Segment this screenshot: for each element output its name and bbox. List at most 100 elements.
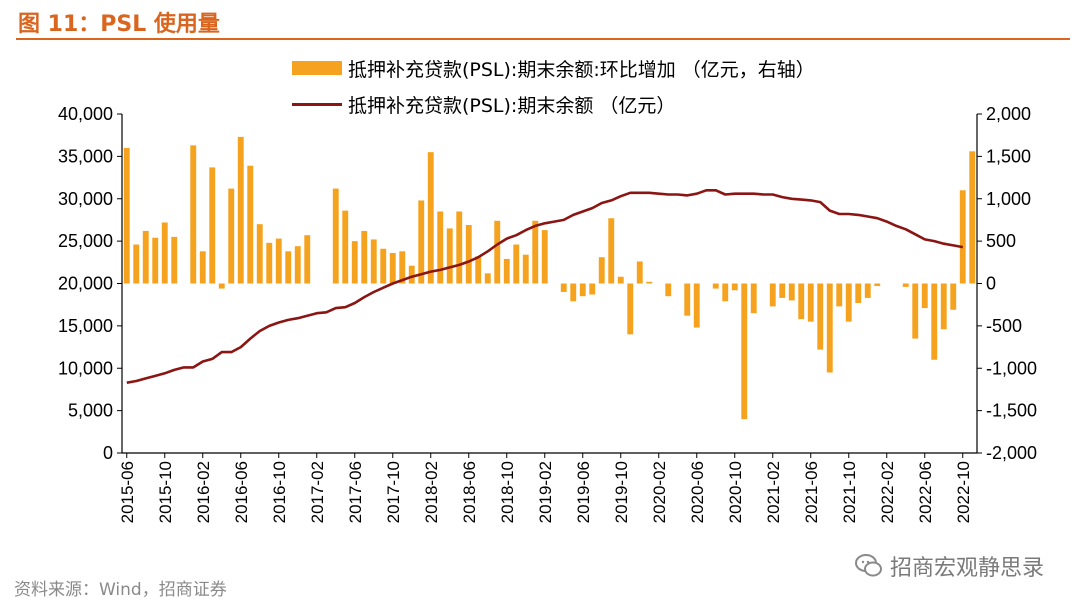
line-series [126, 189, 964, 384]
left-tick-label: 0 [103, 443, 113, 463]
x-tick-label: 2022-06 [916, 461, 935, 523]
bar [332, 188, 339, 284]
bar [133, 244, 140, 284]
bar [579, 283, 586, 297]
legend-label-bar: 抵押补充贷款(PSL):期末余额:环比增加 （亿元，右轴） [348, 58, 815, 81]
x-tick-label: 2016-10 [270, 461, 289, 523]
bar [351, 241, 358, 284]
bar [427, 152, 434, 284]
bar [769, 283, 776, 307]
bar [560, 283, 567, 292]
left-tick-label: 40,000 [58, 104, 113, 124]
left-tick-label: 35,000 [58, 146, 113, 166]
bar [940, 283, 947, 330]
bar [608, 218, 615, 284]
legend-swatch-line [292, 102, 342, 106]
bar [779, 283, 786, 298]
bar [199, 251, 206, 284]
bar [522, 254, 529, 284]
bar [836, 283, 843, 307]
legend-item-line: 抵押补充贷款(PSL):期末余额 （亿元） [292, 86, 815, 122]
right-tick-label: -500 [986, 316, 1022, 336]
x-tick-label: 2021-06 [802, 461, 821, 523]
x-tick-label: 2018-02 [422, 461, 441, 523]
right-tick-label: 1,000 [986, 189, 1031, 209]
axis-labels: 0 5,000 10,000 15,000 20,000 25,000 30,000 35,0… [58, 104, 1037, 523]
bar [665, 283, 672, 297]
bar [266, 242, 273, 284]
x-tick-label: 2019-06 [574, 461, 593, 523]
wechat-icon [854, 554, 882, 577]
bar [959, 190, 966, 284]
legend-item-bar: 抵押补充贷款(PSL):期末余额:环比增加 （亿元，右轴） [292, 50, 815, 86]
x-tick-label: 2019-02 [536, 461, 555, 523]
x-tick-label: 2016-06 [232, 461, 251, 523]
bar [285, 251, 292, 284]
bar [370, 239, 377, 284]
bar [237, 136, 244, 284]
bar [161, 222, 168, 284]
bar [532, 220, 539, 284]
bar [247, 165, 254, 284]
right-tick-label: 2,000 [986, 104, 1031, 124]
bar [342, 210, 349, 284]
bar [190, 145, 197, 284]
bar [598, 257, 605, 284]
x-tick-label: 2015-06 [118, 461, 137, 523]
bar [798, 283, 805, 320]
bar [494, 220, 501, 284]
bar [684, 283, 691, 316]
bar [446, 228, 453, 284]
left-tick-label: 10,000 [58, 358, 113, 378]
bar [209, 167, 216, 284]
balance-line [126, 189, 964, 384]
x-tick-label: 2020-02 [650, 461, 669, 523]
bar [513, 244, 520, 284]
bar [807, 283, 814, 322]
bar [712, 283, 719, 289]
right-tick-label: -2,000 [986, 443, 1037, 463]
bar [617, 276, 624, 284]
bar [304, 235, 311, 284]
bar [399, 251, 406, 284]
bar [256, 224, 263, 284]
bar [731, 283, 738, 291]
right-tick-label: -1,500 [986, 401, 1037, 421]
right-tick-label: 0 [986, 274, 996, 294]
bar [570, 283, 577, 302]
x-tick-label: 2021-02 [764, 461, 783, 523]
bar [228, 188, 235, 284]
bar [218, 283, 225, 289]
x-tick-label: 2017-06 [346, 461, 365, 523]
bar [541, 230, 548, 284]
x-tick-label: 2021-10 [840, 461, 859, 523]
bar [902, 283, 909, 287]
x-tick-label: 2018-10 [498, 461, 517, 523]
bar [950, 283, 957, 310]
bar [123, 147, 130, 284]
bar [171, 236, 178, 284]
figure-title: 图 11：PSL 使用量 [18, 12, 220, 37]
bar [750, 283, 757, 314]
watermark-text: 招商宏观静思录 [889, 556, 1044, 581]
bar [275, 238, 282, 284]
x-tick-label: 2017-10 [384, 461, 403, 523]
left-tick-label: 25,000 [58, 231, 113, 251]
bar [845, 283, 852, 322]
bar [152, 237, 159, 284]
x-tick-label: 2016-02 [194, 461, 213, 523]
bar [874, 283, 881, 287]
bar [465, 225, 472, 284]
x-tick-label: 2017-02 [308, 461, 327, 523]
bar [788, 283, 795, 301]
bar [408, 265, 415, 284]
bar [855, 283, 862, 303]
x-tick-label: 2018-06 [460, 461, 479, 523]
left-tick-label: 20,000 [58, 274, 113, 294]
bar [921, 283, 928, 309]
bar [627, 283, 634, 335]
x-tick-label: 2019-10 [612, 461, 631, 523]
bar [503, 258, 510, 284]
right-tick-label: -1,000 [986, 358, 1037, 378]
chart-axes [117, 113, 982, 458]
